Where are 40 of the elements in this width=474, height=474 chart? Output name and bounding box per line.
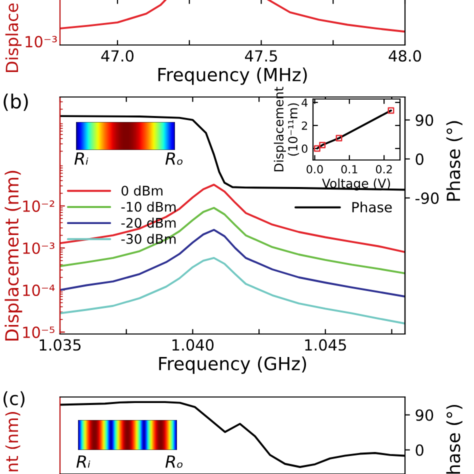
x-tick-label: 1.045 [305, 339, 346, 351]
x-axis-title: Voltage (V) [322, 178, 390, 190]
text: (c) [4, 391, 24, 408]
y-axis-title: Displacement (10⁻¹¹m) [274, 86, 299, 172]
y-tick-label: 10⁻⁴ [23, 284, 55, 296]
x-axis-title: Frequency (GHz) [159, 356, 306, 374]
x-tick-label: 47.5 [244, 50, 277, 62]
annotation: Rₒ [165, 152, 183, 165]
x-tick-label: 0.1 [341, 165, 358, 174]
annotation: Rᵢ [74, 152, 88, 165]
x-tick-label: 1.035 [40, 339, 81, 351]
line-series [60, 228, 405, 298]
x-tick-label: 0.0 [306, 165, 323, 174]
y2-tick-label: -90 [415, 192, 439, 204]
y-axis-title: nt (nm) [5, 412, 20, 472]
legend-label: Phase [352, 202, 392, 212]
x-tick-label: 47.0 [101, 50, 134, 62]
point [336, 134, 342, 142]
line-series [60, 256, 405, 324]
y-tick-label: 10⁻⁵ [23, 326, 54, 338]
x-axis-title: Frequency (MHz) [158, 67, 307, 85]
annotation: Rᵢ [76, 455, 90, 468]
y-tick-label: 10⁻³ [23, 242, 54, 254]
y-axis-title: Displacement (nm) [4, 170, 22, 341]
x-tick-label: 0.2 [376, 165, 392, 174]
y-tick-label: 2 [302, 121, 308, 130]
y2-axis-title: hase (°) [446, 404, 462, 474]
point [319, 142, 326, 148]
legend-label: -10 dBm [121, 202, 176, 212]
x-tick-label: 48.0 [388, 50, 421, 62]
x-tick-label: 1.040 [172, 339, 214, 351]
y-axis-title: Displace [5, 3, 22, 72]
y-tick-label: 0 [302, 144, 308, 153]
y2-axis-title: Phase (°) [446, 121, 462, 201]
text: (b) [4, 94, 28, 111]
y-tick-label: 4 [302, 98, 308, 107]
y-tick-label: 10⁻² [23, 200, 54, 212]
point [388, 107, 394, 114]
legend-label: 0 dBm [122, 185, 162, 196]
annotation: Rₒ [165, 455, 183, 468]
